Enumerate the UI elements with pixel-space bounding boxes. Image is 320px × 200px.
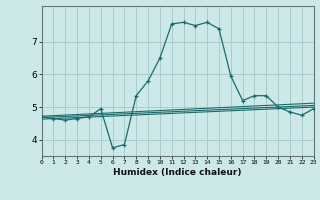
X-axis label: Humidex (Indice chaleur): Humidex (Indice chaleur)	[113, 168, 242, 177]
